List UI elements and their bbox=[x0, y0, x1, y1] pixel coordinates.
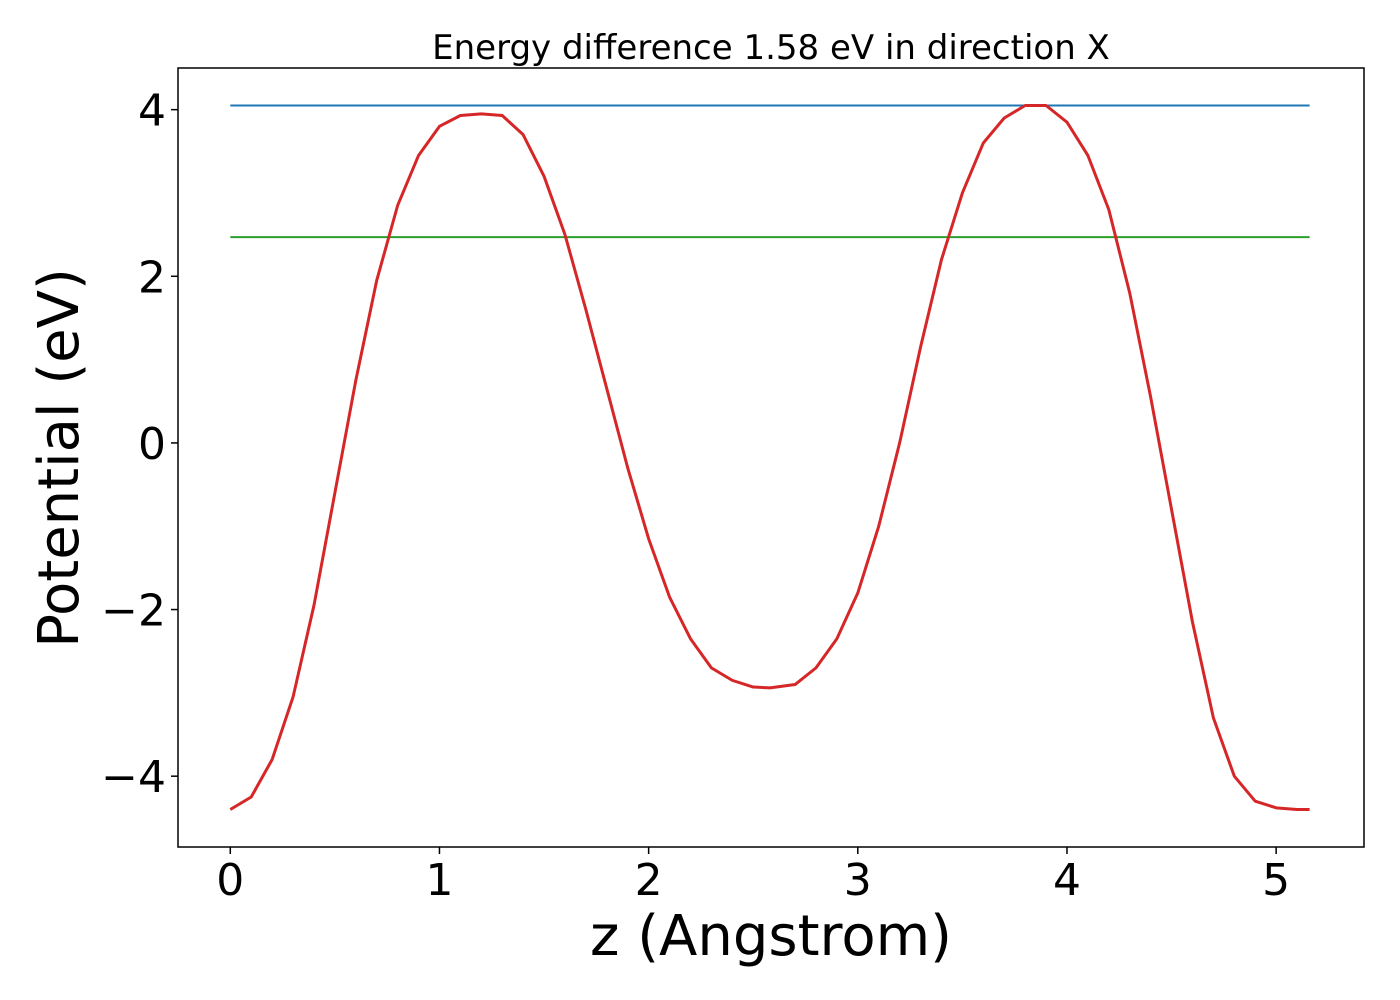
y-tick-label: −2 bbox=[101, 586, 166, 637]
y-tick-label: 2 bbox=[138, 252, 166, 303]
x-axis-ticks: 0 1 2 3 4 5 bbox=[216, 847, 1290, 906]
y-tick-label: 4 bbox=[138, 86, 166, 137]
x-tick-label: 3 bbox=[844, 855, 872, 906]
x-tick-label: 0 bbox=[216, 855, 244, 906]
x-tick-label: 4 bbox=[1053, 855, 1081, 906]
y-axis-label: Potential (eV) bbox=[27, 268, 92, 648]
y-axis-ticks: −4 −2 0 2 4 bbox=[101, 86, 178, 803]
x-tick-label: 2 bbox=[635, 855, 663, 906]
x-tick-label: 5 bbox=[1262, 855, 1290, 906]
chart-title: Energy difference 1.58 eV in direction X bbox=[432, 28, 1110, 68]
plot-area bbox=[177, 67, 1365, 848]
x-axis-label: z (Angstrom) bbox=[590, 904, 952, 969]
y-tick-label: −4 bbox=[101, 752, 166, 803]
series-line-2 bbox=[229, 103, 1310, 812]
series-layer bbox=[229, 103, 1310, 812]
y-tick-label: 0 bbox=[138, 419, 166, 470]
x-tick-label: 1 bbox=[425, 855, 453, 906]
